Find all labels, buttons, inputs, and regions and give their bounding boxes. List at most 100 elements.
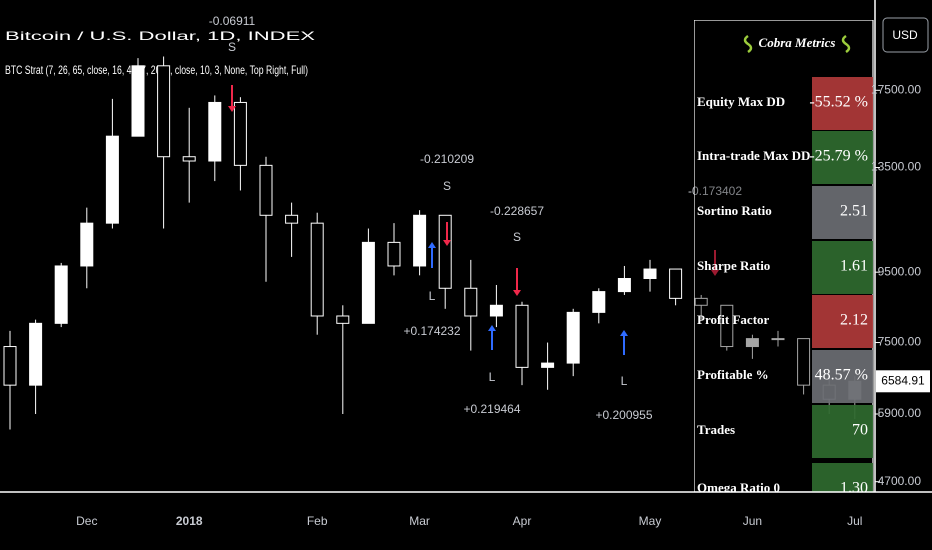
signal-side: S	[228, 40, 236, 54]
y-tick-label: 13500.00	[871, 160, 921, 174]
candle-body	[3, 346, 17, 386]
time-axis	[0, 492, 932, 550]
metric-label: Sharpe Ratio	[697, 258, 770, 273]
candle-body	[745, 338, 759, 348]
metric-value: 48.57 %	[815, 367, 868, 384]
candle-body	[464, 287, 478, 317]
last-price-box	[876, 370, 930, 393]
signals: S -0.06911 S -0.210209 L +0.174232 S -0.228657 L…	[209, 14, 743, 422]
signal-pnl: +0.174232	[403, 324, 460, 338]
candle-body	[489, 304, 503, 317]
candle-body	[515, 304, 529, 368]
metric-label: Equity Max DD	[697, 94, 785, 109]
x-tick-label: Dec	[76, 514, 97, 528]
signal-pnl: -0.228657	[490, 204, 544, 218]
metric-label: Profit Factor	[697, 312, 770, 327]
metric-value: 70	[852, 422, 868, 439]
signal-pnl: -0.173402	[688, 184, 742, 198]
y-tick-label: 4700.00	[878, 474, 922, 488]
last-price-label: 6584.91	[881, 373, 925, 387]
candle-body	[720, 304, 734, 348]
metrics-panel: Cobra Metrics Equity Max DD -55.52 % Intra…	[694, 20, 874, 497]
metric-value: 1.61	[840, 258, 868, 275]
candle-body	[105, 135, 119, 224]
price-axis	[875, 0, 932, 550]
signal-arrow-head	[443, 240, 451, 246]
metric-label: Intra-trade Max DD	[697, 148, 810, 163]
x-tick-label: Apr	[513, 514, 532, 528]
metric-value: -25.79 %	[809, 148, 868, 165]
candle-body	[80, 222, 94, 267]
metric-value-cell	[812, 131, 873, 184]
signal-side: L	[429, 289, 436, 303]
candle-body	[29, 322, 43, 386]
metric-value: -55.52 %	[809, 94, 868, 111]
metric-value: 2.12	[840, 312, 868, 329]
metric-value-cell	[812, 295, 873, 348]
y-tick-label: 7500.00	[878, 335, 922, 349]
x-tick-label: Mar	[409, 514, 430, 528]
metric-label: Sortino Ratio	[697, 203, 772, 218]
metric-value-cell	[812, 405, 873, 458]
candle-body	[771, 338, 785, 341]
metric-value: 1.30	[840, 480, 868, 497]
candle-body	[233, 101, 247, 166]
signal-arrow-head	[513, 290, 521, 296]
snake-icon	[743, 34, 753, 54]
signal-pnl: -0.210209	[420, 152, 474, 166]
currency-label[interactable]: USD	[892, 28, 918, 42]
y-tick-label: 17500.00	[871, 82, 921, 96]
candle-body	[643, 268, 657, 280]
y-tick-label: 9500.00	[878, 264, 922, 278]
symbol-title: Bitcoin / U.S. Dollar, 1D, INDEX	[5, 29, 315, 43]
x-tick-label: Feb	[307, 514, 328, 528]
candle-body	[797, 338, 811, 386]
candle-body	[361, 241, 375, 324]
candles	[3, 56, 862, 430]
candle-body	[541, 362, 555, 368]
candle-body	[413, 214, 427, 267]
candle-body	[54, 265, 68, 324]
candle-body	[617, 278, 631, 293]
candle-body	[566, 311, 580, 364]
metric-value-cell	[812, 186, 873, 239]
signal-arrow-head	[711, 270, 719, 276]
signal-arrow-head	[228, 106, 236, 112]
signal-side: L	[621, 374, 628, 388]
snake-icon	[841, 34, 851, 54]
candle-body	[208, 101, 222, 162]
candle-body	[669, 268, 683, 299]
signal-arrow-head	[620, 330, 628, 336]
candle-body	[310, 222, 324, 317]
metric-value-cell	[812, 350, 873, 403]
metric-value-cell	[812, 241, 873, 294]
candle-body	[387, 241, 401, 267]
signal-side: S	[443, 179, 451, 193]
candle-body	[182, 156, 196, 162]
metric-value-cell	[812, 463, 873, 492]
candle-body	[131, 65, 145, 137]
candle-body	[285, 214, 299, 224]
candle-body	[438, 214, 452, 289]
y-tick-label: 5900.00	[878, 406, 922, 420]
x-tick-label: Jul	[847, 514, 862, 528]
x-tick-label: Jun	[743, 514, 762, 528]
signal-pnl: +0.219464	[463, 402, 520, 416]
metric-label: Profitable %	[697, 367, 769, 382]
candle-body	[259, 164, 273, 216]
candle-body	[157, 65, 171, 158]
metric-value-cell	[812, 77, 873, 130]
signal-arrow-head	[488, 325, 496, 331]
study-title: BTC Strat (7, 26, 65, close, 16, 49, 7, …	[5, 63, 308, 77]
currency-button[interactable]	[882, 17, 929, 53]
x-tick-label: May	[639, 514, 662, 528]
signal-pnl: +0.200955	[595, 408, 652, 422]
metric-value: 2.51	[840, 203, 868, 220]
candle-body	[694, 297, 708, 306]
candle-body	[592, 291, 606, 313]
signal-pnl: -0.06911	[209, 14, 256, 28]
signal-arrow-head	[428, 242, 436, 248]
candle-body	[336, 315, 350, 324]
signal-side: S	[513, 230, 521, 244]
